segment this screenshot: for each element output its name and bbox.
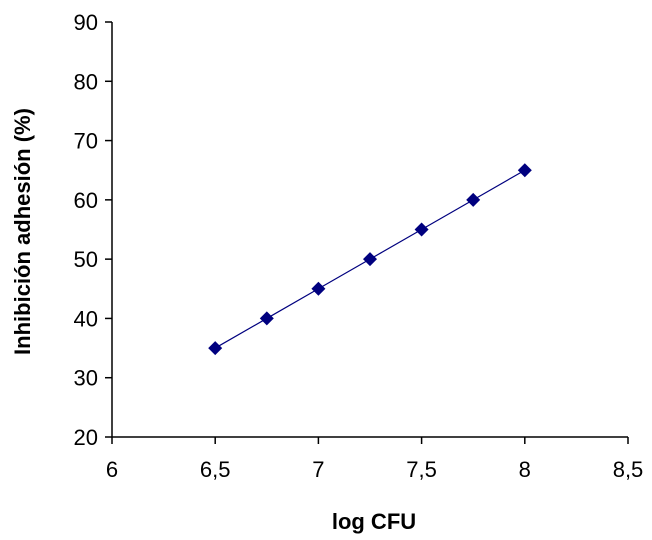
data-point-marker	[311, 281, 326, 296]
x-tick-label: 6,5	[200, 457, 231, 482]
y-axis-title: Inhibición adhesión (%)	[10, 108, 35, 355]
x-axis-title: log CFU	[332, 509, 416, 534]
axes	[111, 22, 628, 438]
x-tick-label: 8,5	[613, 457, 644, 482]
data-point-marker	[259, 311, 274, 326]
y-tick-label: 60	[74, 188, 98, 213]
y-tick-label: 50	[74, 247, 98, 272]
y-tick-label: 70	[74, 129, 98, 154]
y-tick-label: 90	[74, 10, 98, 35]
x-tick-label: 7,5	[406, 457, 437, 482]
x-tick-label: 7	[312, 457, 324, 482]
y-tick-label: 20	[74, 425, 98, 450]
x-tick-label: 6	[106, 457, 118, 482]
x-axis-ticks: 6 6,5 7 7,5 8 8,5	[106, 437, 643, 482]
data-point-marker	[208, 341, 223, 356]
plot-area	[208, 163, 532, 356]
y-axis-ticks: 20 30 40 50 60 70 80 90	[74, 10, 112, 450]
y-tick-label: 40	[74, 306, 98, 331]
y-tick-label: 30	[74, 366, 98, 391]
y-tick-label: 80	[74, 69, 98, 94]
x-tick-label: 8	[519, 457, 531, 482]
data-point-marker	[363, 252, 377, 267]
data-point-marker	[414, 222, 429, 237]
data-point-marker	[517, 163, 532, 178]
data-point-marker	[466, 192, 481, 207]
